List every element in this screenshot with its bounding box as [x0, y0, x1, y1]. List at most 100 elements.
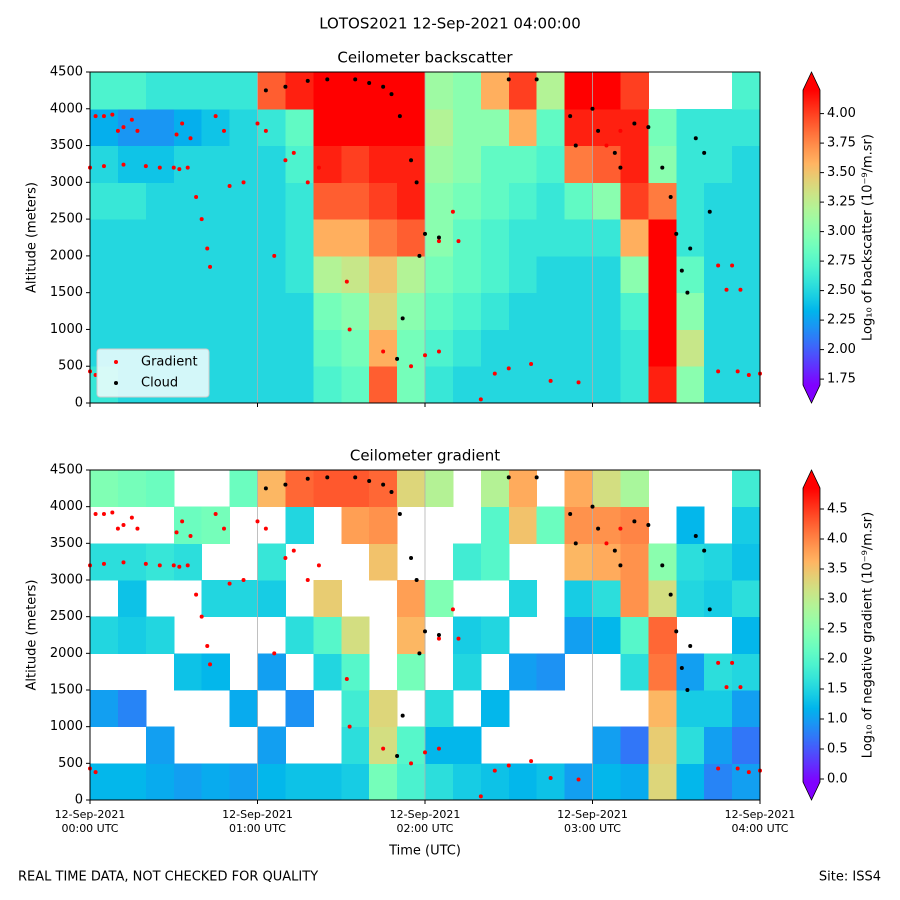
- scatter-point: [213, 512, 218, 516]
- scatter-point: [121, 560, 126, 565]
- scatter-point: [263, 526, 268, 531]
- scatter-point: [436, 633, 441, 637]
- scatter-point: [702, 150, 707, 155]
- scatter-point: [506, 475, 511, 480]
- heatmap-cell: [536, 653, 566, 691]
- heatmap-cell: [620, 580, 649, 618]
- colorbar-tick-label: 3.5: [827, 562, 848, 577]
- plot-frame: [89, 469, 761, 801]
- scatter-point: [347, 724, 352, 729]
- heatmap-cell: [676, 726, 705, 764]
- heatmap-cell: [592, 616, 621, 654]
- heatmap-cell: [173, 763, 203, 801]
- colorbar-tick-label: 2.00: [827, 342, 856, 357]
- heatmap-cell: [732, 219, 761, 257]
- heatmap-cell: [397, 616, 426, 654]
- heatmap-cell: [508, 470, 538, 508]
- scatter-point: [618, 128, 623, 133]
- heatmap-cell: [452, 653, 482, 691]
- heatmap-cell: [173, 72, 203, 110]
- scatter-point: [208, 662, 213, 667]
- heatmap-cell: [397, 108, 426, 147]
- heatmap-cell: [229, 145, 258, 183]
- heatmap-cell: [564, 72, 593, 110]
- heatmap-cell: [732, 329, 761, 367]
- heatmap: [90, 470, 761, 801]
- heatmap-cell: [732, 292, 761, 330]
- colorbar-label: Log₁₀ of backscatter (10⁻⁹/m.sr): [861, 134, 876, 341]
- scatter-point: [409, 158, 414, 163]
- scatter-point: [417, 651, 422, 656]
- heatmap-cell: [425, 255, 454, 294]
- scatter-point: [590, 504, 595, 509]
- heatmap-cell: [480, 219, 510, 257]
- scatter-point: [568, 114, 573, 119]
- heatmap-cell: [480, 543, 510, 581]
- heatmap-cell: [285, 219, 314, 257]
- scatter-point: [93, 512, 98, 516]
- heatmap-cell: [676, 543, 705, 581]
- scatter-point: [93, 770, 98, 775]
- scatter-point: [693, 136, 698, 141]
- legend-marker: [114, 360, 118, 364]
- scatter-point: [194, 592, 199, 597]
- scatter-point: [450, 607, 455, 612]
- heatmap-cell: [508, 219, 538, 257]
- heatmap-cell: [201, 292, 231, 330]
- heatmap-cell: [313, 329, 342, 367]
- heatmap-cell: [564, 182, 593, 220]
- scatter-point: [208, 264, 213, 269]
- scatter-point: [194, 195, 199, 200]
- plot-frame: [89, 71, 761, 404]
- scatter-point: [291, 548, 296, 553]
- heatmap-cell: [480, 255, 510, 294]
- heatmap-cell: [564, 292, 593, 330]
- heatmap-cell: [564, 763, 593, 801]
- colorbar-tick-label: 4.0: [827, 532, 848, 547]
- heatmap-cell: [145, 616, 175, 654]
- heatmap-cell: [369, 219, 398, 257]
- heatmap-cell: [676, 145, 705, 183]
- scatter-point: [283, 556, 288, 560]
- heatmap-cell: [173, 506, 203, 544]
- scatter-point: [478, 397, 483, 402]
- footer-left: REAL TIME DATA, NOT CHECKED FOR QUALITY: [18, 870, 318, 885]
- scatter-point: [381, 84, 386, 89]
- scatter-point: [707, 209, 712, 214]
- scatter-point: [344, 279, 349, 284]
- colorbar-tick-label: 2.0: [827, 652, 848, 667]
- scatter-point: [436, 746, 441, 751]
- heatmap-cell: [229, 72, 258, 110]
- heatmap-cell: [90, 72, 119, 110]
- heatmap-cell: [173, 108, 203, 147]
- heatmap-cell: [592, 329, 621, 367]
- heatmap-cell: [341, 182, 370, 220]
- heatmap-cell: [452, 763, 482, 801]
- colorbar-extend-top: [803, 470, 820, 488]
- heatmap-cell: [145, 219, 175, 257]
- scatter-point: [305, 578, 310, 582]
- heatmap-cell: [201, 145, 231, 183]
- scatter-point: [423, 353, 427, 358]
- heatmap-cell: [592, 726, 621, 764]
- colorbar-tick-label: 3.00: [827, 224, 856, 239]
- scatter-point: [612, 548, 617, 553]
- scatter-point: [492, 768, 497, 773]
- heatmap-cell: [620, 108, 649, 147]
- colorbar-tick-label: 0.0: [827, 772, 848, 787]
- heatmap-cell: [648, 145, 677, 183]
- heatmap-cell: [648, 726, 677, 764]
- scatter-point: [596, 526, 601, 531]
- colorbar-tick-label: 3.25: [827, 195, 856, 210]
- scatter-point: [177, 564, 182, 569]
- scatter-point: [283, 482, 288, 487]
- scatter-point: [576, 380, 581, 385]
- heatmap-cell: [369, 763, 398, 801]
- scatter-point: [381, 746, 386, 751]
- heatmap-cell: [369, 292, 398, 330]
- colorbar-tick-label: 3.75: [827, 136, 856, 151]
- heatmap-cell: [648, 366, 677, 404]
- scatter-point: [185, 165, 190, 170]
- heatmap-cell: [257, 108, 286, 147]
- y-tick-label: 3500: [50, 536, 83, 551]
